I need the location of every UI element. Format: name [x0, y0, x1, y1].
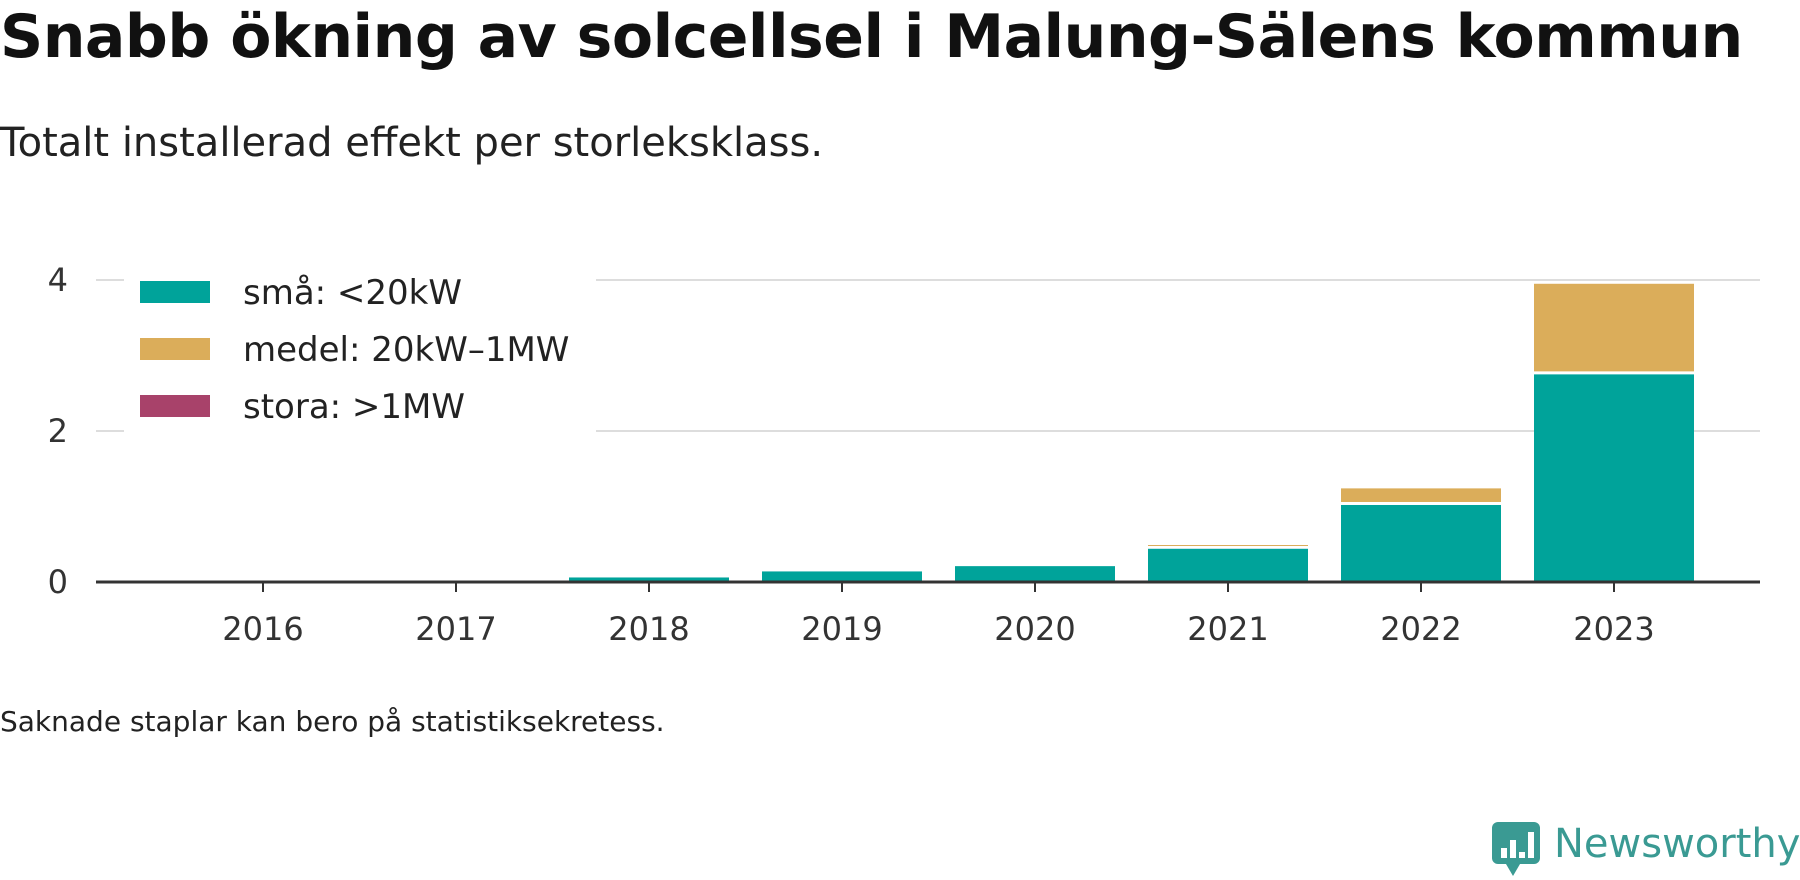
y-tick-label: 2: [48, 412, 68, 450]
y-tick-label: 4: [48, 261, 68, 299]
bar-segment: [1341, 488, 1501, 502]
brand-name: Newsworthy: [1554, 821, 1800, 867]
brand: Newsworthy: [1490, 820, 1800, 880]
legend-label: medel: 20kW–1MW: [243, 330, 569, 370]
bar-segment: [1148, 548, 1308, 582]
x-tick-label: 2018: [608, 610, 689, 648]
x-tick-label: 2022: [1380, 610, 1461, 648]
newsworthy-logo-icon: [1492, 822, 1540, 876]
bar-segment: [1341, 504, 1501, 582]
bar-segment: [1534, 374, 1694, 582]
bar-segment: [955, 566, 1115, 582]
legend-swatch: [140, 395, 210, 417]
bar-segment: [1148, 545, 1308, 547]
bar-segment: [1534, 283, 1694, 372]
legend-label: stora: >1MW: [243, 387, 465, 427]
footnote: Saknade staplar kan bero på statistiksek…: [0, 705, 665, 738]
bar-segment: [569, 577, 729, 582]
bar-segment: [762, 571, 922, 582]
x-tick-label: 2017: [415, 610, 496, 648]
x-tick-label: 2021: [1187, 610, 1268, 648]
x-tick-label: 2016: [222, 610, 303, 648]
x-tick-label: 2019: [801, 610, 882, 648]
chart-subtitle: Totalt installerad effekt per storlekskl…: [0, 120, 824, 166]
x-tick-label: 2023: [1573, 610, 1654, 648]
legend-swatch: [140, 338, 210, 360]
legend-label: små: <20kW: [243, 273, 462, 313]
stacked-bar-chart: 0 2 4 2016 2017 2018 2019 2020 2021 2022 2023 små:…: [48, 261, 1760, 648]
x-tick-label: 2020: [994, 610, 1075, 648]
legend-swatch: [140, 281, 210, 303]
y-tick-label: 0: [48, 563, 68, 601]
chart-title: Snabb ökning av solcellsel i Malung-Säle…: [0, 2, 1743, 72]
